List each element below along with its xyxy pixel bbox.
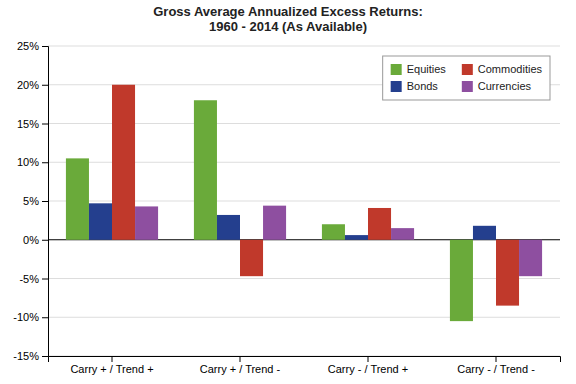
y-tick: -10%	[13, 311, 48, 323]
y-tick: 0%	[23, 234, 48, 246]
y-tick-label: 5%	[23, 195, 39, 207]
bar	[322, 224, 345, 240]
legend-label: Equities	[407, 63, 447, 75]
y-tick-mark	[42, 46, 48, 47]
bar	[135, 206, 158, 239]
grid-line	[48, 46, 560, 47]
x-tick-mark	[496, 356, 497, 362]
bar-series	[89, 203, 496, 239]
y-tick-label: 20%	[17, 79, 39, 91]
y-tick: 25%	[17, 40, 48, 52]
y-tick-label: -5%	[19, 273, 39, 285]
y-tick-mark	[42, 201, 48, 202]
bar	[450, 240, 473, 321]
y-axis-line	[42, 47, 49, 357]
legend-swatch	[462, 64, 473, 75]
x-tick-mark	[112, 356, 113, 362]
legend-frame	[383, 56, 550, 100]
bar	[194, 100, 217, 240]
y-tick-label: -10%	[13, 311, 39, 323]
bar-series	[135, 206, 542, 277]
y-tick-label: 0%	[23, 234, 39, 246]
x-tick: Carry + / Trend -	[200, 356, 281, 375]
bar	[112, 85, 135, 240]
title-line: Gross Average Annualized Excess Returns:	[153, 4, 422, 19]
legend-swatch	[391, 64, 402, 75]
x-tick-label: Carry + / Trend +	[70, 363, 153, 375]
x-tick-mark	[240, 356, 241, 362]
y-tick-mark	[42, 279, 48, 280]
y-tick: 15%	[17, 118, 48, 130]
x-tick-mark	[368, 356, 369, 362]
x-tick: Carry - / Trend -	[457, 356, 535, 375]
bar	[496, 240, 519, 306]
legend-swatch	[391, 81, 402, 92]
grid	[48, 46, 560, 356]
x-tick: Carry + / Trend +	[70, 356, 153, 375]
bar	[519, 240, 542, 276]
bar	[240, 240, 263, 276]
x-axis: Carry + / Trend + Carry + / Trend - Carry …	[49, 356, 561, 375]
x-tick-label: Carry - / Trend +	[328, 363, 408, 375]
legend-swatch	[462, 81, 473, 92]
bar	[473, 226, 496, 240]
y-tick-label: 10%	[17, 156, 39, 168]
title-line: 1960 - 2014 (As Available)	[209, 19, 367, 34]
legend-label: Currencies	[478, 80, 532, 92]
y-tick: 5%	[23, 195, 48, 207]
y-tick-mark	[42, 356, 48, 357]
bar	[66, 158, 89, 239]
y-tick: -15%	[13, 350, 48, 362]
y-tick-mark	[42, 124, 48, 125]
bar	[263, 206, 286, 240]
bar	[391, 228, 414, 240]
legend: Equities Bonds Commodities Currencies	[383, 56, 550, 100]
chart: -15% -10% -5% 0% 5% 10% 15% 20% 25% Carry + / Tre…	[0, 0, 576, 384]
y-tick-label: 15%	[17, 118, 39, 130]
x-axis-line	[49, 357, 561, 363]
y-tick-mark	[42, 162, 48, 163]
bar	[345, 235, 368, 240]
bar	[368, 208, 391, 240]
y-tick: -5%	[19, 273, 48, 285]
y-tick-mark	[42, 317, 48, 318]
y-tick-label: -15%	[13, 350, 39, 362]
bars	[66, 85, 542, 321]
y-tick-mark	[42, 240, 48, 241]
legend-label: Commodities	[478, 63, 543, 75]
bar-series	[112, 85, 519, 306]
title: Gross Average Annualized Excess Returns:…	[153, 4, 422, 34]
y-tick: 10%	[17, 156, 48, 168]
legend-label: Bonds	[407, 80, 439, 92]
x-tick-label: Carry - / Trend -	[457, 363, 535, 375]
y-tick-label: 25%	[17, 40, 39, 52]
plot-area: -15% -10% -5% 0% 5% 10% 15% 20% 25% Carry + / Tre…	[13, 40, 560, 375]
y-axis: -15% -10% -5% 0% 5% 10% 15% 20% 25%	[13, 40, 48, 362]
grid-line	[48, 278, 560, 279]
bar	[89, 203, 112, 239]
legend-item: Currencies	[462, 80, 532, 92]
y-tick: 20%	[17, 79, 48, 91]
legend-item: Equities	[391, 63, 447, 75]
bar	[217, 215, 240, 240]
legend-item: Bonds	[391, 80, 439, 92]
x-tick-label: Carry + / Trend -	[200, 363, 281, 375]
x-tick: Carry - / Trend +	[328, 356, 408, 375]
y-tick-mark	[42, 85, 48, 86]
grid-line	[48, 317, 560, 318]
legend-item: Commodities	[462, 63, 543, 75]
